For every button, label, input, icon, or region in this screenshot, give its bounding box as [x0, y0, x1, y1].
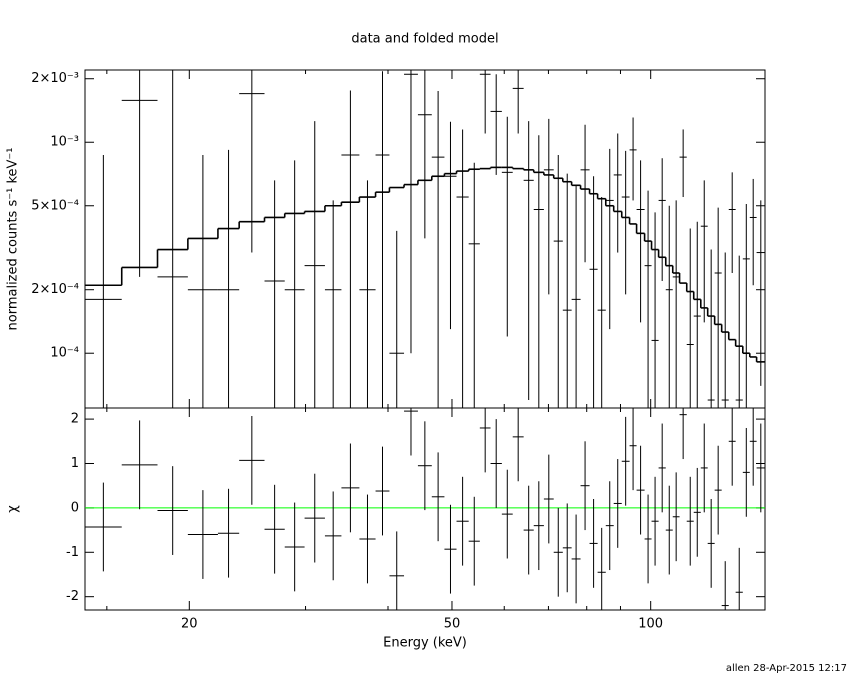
- y-tick-label: -1: [66, 545, 79, 560]
- y-tick-label: 2×10⁻⁴: [31, 282, 79, 297]
- plot-frame: [84, 407, 766, 611]
- y-tick-label: 2×10⁻³: [31, 71, 79, 86]
- y-tick-label: 1: [71, 456, 79, 471]
- y-axis-label: normalized counts s⁻¹ keV⁻¹: [6, 148, 21, 331]
- x-tick-label: 50: [444, 617, 461, 632]
- x-axis-label: Energy (keV): [383, 636, 467, 651]
- y-tick-label: 10⁻⁴: [50, 346, 79, 361]
- x-tick-label: 100: [638, 617, 663, 632]
- y-tick-label: 0: [71, 500, 79, 515]
- y-axis-label: χ: [6, 505, 21, 513]
- y-tick-label: -2: [66, 589, 79, 604]
- y-tick-label: 10⁻³: [50, 135, 79, 150]
- y-tick-label: 5×10⁻⁴: [31, 198, 79, 213]
- y-tick-label: 2: [71, 412, 79, 427]
- footer: allen 28-Apr-2015 12:17: [726, 663, 847, 674]
- chart-title: data and folded model: [351, 32, 498, 47]
- x-tick-label: 20: [181, 617, 198, 632]
